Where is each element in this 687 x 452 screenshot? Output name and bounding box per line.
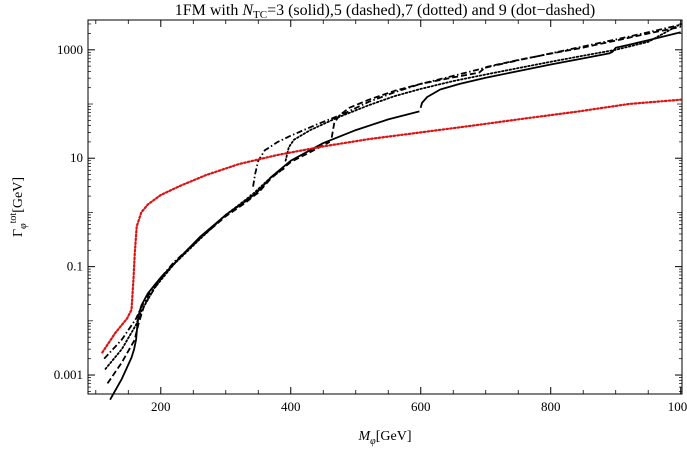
series-dotted-2-segment-0 — [104, 167, 286, 370]
y-tick-label: 0.1 — [67, 259, 83, 274]
x-axis-ticks: 200 400 600 800 1000 — [95, 20, 687, 414]
series-solid-0-segment-0 — [109, 110, 420, 401]
x-tick-label: 600 — [411, 399, 431, 414]
series-dot-dashed-3-segment-0 — [103, 193, 253, 360]
series-dashed-1-segment-0 — [106, 141, 331, 384]
y-axis-label: Γφtot[GeV] — [8, 177, 29, 237]
plot-frame — [87, 19, 683, 395]
y-tick-label: 1000 — [57, 42, 83, 57]
series-dot-dashed-3-segment-1 — [252, 23, 681, 187]
x-tick-label: 400 — [281, 399, 301, 414]
series-dashed-1-segment-1 — [330, 26, 681, 138]
series-layer — [101, 23, 682, 401]
y-tick-label: 10 — [70, 150, 83, 165]
y-tick-label: 0.001 — [54, 367, 83, 382]
x-tick-label: 200 — [151, 399, 171, 414]
x-tick-label: 1000 — [668, 399, 687, 414]
x-axis-label: Mφ[GeV] — [358, 429, 412, 447]
series-solid-0-segment-1 — [419, 31, 681, 109]
x-tick-label: 800 — [541, 399, 561, 414]
series-dotted-4-segment-0 — [101, 98, 682, 354]
series-dotted-2-segment-1 — [284, 23, 682, 162]
y-axis-ticks: 0.001 0.1 10 1000 — [54, 23, 682, 392]
chart-title: 1FM with NTC=3 (solid),5 (dashed),7 (dot… — [175, 2, 596, 21]
